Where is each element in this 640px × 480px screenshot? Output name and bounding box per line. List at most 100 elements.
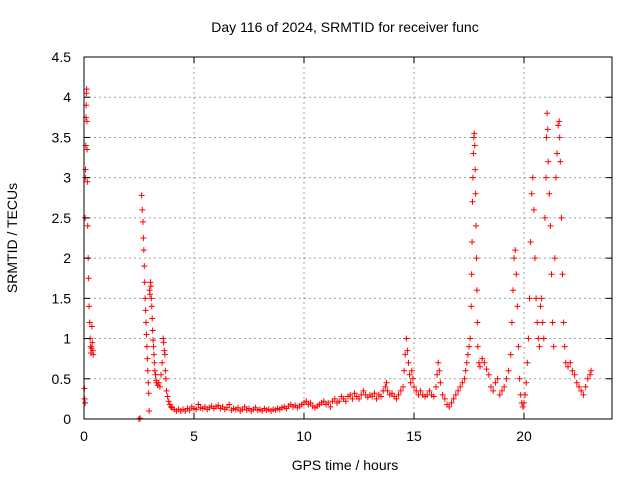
data-point [336, 398, 343, 405]
data-point [541, 214, 548, 221]
data-point [164, 393, 171, 400]
data-point [463, 359, 470, 366]
data-point [536, 343, 543, 350]
data-point [382, 383, 389, 390]
data-point [145, 379, 152, 386]
data-point [557, 158, 564, 165]
data-point [143, 343, 150, 350]
data-point [508, 319, 515, 326]
data-point [522, 391, 529, 398]
data-point [151, 359, 158, 366]
data-point [584, 375, 591, 382]
data-point [137, 415, 144, 422]
data-point [527, 239, 534, 246]
x-tick-label: 15 [406, 428, 422, 444]
data-point [430, 393, 437, 400]
data-point [525, 335, 532, 342]
data-point [588, 367, 595, 374]
data-point [149, 327, 156, 334]
data-point [545, 158, 552, 165]
data-point [349, 395, 356, 402]
data-point [342, 398, 349, 405]
data-point [539, 319, 546, 326]
data-point [82, 399, 89, 406]
data-point [159, 359, 166, 366]
data-point [150, 337, 157, 344]
data-point [141, 279, 148, 286]
data-point [576, 383, 582, 390]
data-point [569, 367, 576, 374]
data-point [303, 398, 310, 405]
data-point [462, 367, 469, 374]
y-tick-label: 1.5 [52, 290, 72, 306]
data-point [347, 391, 354, 398]
data-point [325, 399, 332, 406]
data-point [571, 371, 578, 378]
data-point [469, 174, 476, 181]
data-point [371, 390, 378, 397]
data-point [511, 255, 518, 262]
data-point [519, 403, 526, 410]
data-point [434, 371, 441, 378]
data-point [167, 403, 174, 410]
x-tick-label: 0 [80, 428, 88, 444]
data-point [507, 351, 514, 358]
x-tick-label: 10 [296, 428, 312, 444]
data-point [140, 247, 147, 254]
data-point [88, 323, 95, 330]
data-point [558, 214, 565, 221]
data-point [384, 387, 391, 394]
data-point [426, 387, 433, 394]
data-point [186, 407, 193, 414]
data-point [437, 379, 444, 386]
data-point [160, 339, 167, 346]
data-point [147, 291, 153, 298]
y-tick-label: 3 [63, 170, 71, 186]
data-point [143, 319, 150, 326]
data-point [468, 271, 475, 278]
data-point [538, 295, 545, 302]
data-point [83, 86, 90, 93]
data-point [490, 387, 497, 394]
data-point [512, 247, 519, 254]
data-point [528, 190, 535, 197]
data-point [475, 359, 482, 366]
data-point [472, 190, 479, 197]
data-point [540, 335, 547, 342]
data-point [552, 174, 559, 181]
data-point [530, 206, 537, 213]
data-point [496, 391, 503, 398]
data-point [142, 295, 149, 302]
data-point [406, 371, 413, 378]
data-point [510, 287, 516, 294]
data-point [483, 366, 490, 373]
x-tick-label: 5 [190, 428, 198, 444]
data-point [84, 222, 91, 229]
data-point [580, 391, 587, 398]
data-point [535, 335, 542, 342]
data-point [534, 319, 541, 326]
data-point [485, 371, 492, 378]
data-point [436, 367, 443, 374]
data-point [241, 403, 248, 410]
data-point [533, 295, 540, 302]
data-point [373, 395, 380, 402]
data-point [537, 303, 544, 310]
data-point [400, 383, 406, 390]
data-point [90, 351, 97, 358]
data-point [152, 371, 159, 378]
data-point [494, 375, 501, 382]
data-point [148, 303, 155, 310]
data-point [560, 319, 567, 326]
data-point [401, 367, 408, 374]
data-point [573, 379, 580, 386]
y-tick-label: 1 [63, 331, 71, 347]
data-point [473, 255, 480, 262]
data-point [320, 398, 327, 405]
data-point [161, 351, 168, 358]
data-point [85, 275, 92, 282]
data-point [149, 315, 156, 322]
data-point [139, 206, 146, 213]
data-point [505, 367, 512, 374]
